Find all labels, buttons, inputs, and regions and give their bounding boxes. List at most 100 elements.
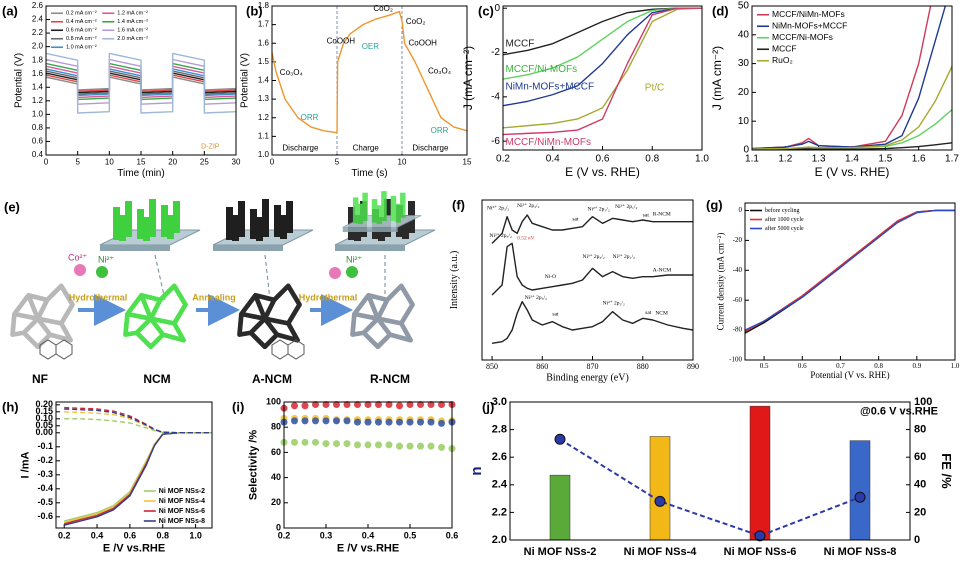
point: [375, 441, 382, 449]
x-tick-label: 10: [398, 157, 407, 166]
annotation: sat: [552, 311, 559, 317]
x-tick-label: 5: [335, 157, 340, 166]
y-tick-label: 1.4: [32, 82, 44, 91]
x-tick-label: 0.2: [58, 530, 71, 540]
y-tick-label: -0.4: [37, 483, 53, 493]
point: [333, 417, 340, 425]
point: [417, 401, 424, 409]
y-tick-label: -80: [733, 326, 743, 334]
legend-label: MCCF/NiMn-MOFs: [772, 9, 845, 19]
structure-label: A-NCM: [252, 372, 292, 386]
point: [301, 438, 309, 446]
legend-label: 1.2 mA cm⁻²: [117, 11, 148, 17]
legend-label: Ni MOF NSs-6: [159, 508, 205, 515]
y-tick-label: 60: [271, 447, 281, 457]
y-axis-label: Potential (V): [239, 53, 250, 108]
x-axis-label: E /V vs.RHE: [337, 543, 399, 555]
point: [333, 440, 340, 448]
structure-label: NF: [32, 372, 48, 386]
point: [385, 401, 393, 409]
y-axis-label: n: [468, 466, 485, 475]
y-tick-label: 0: [494, 3, 500, 14]
annotation: sat: [645, 310, 652, 316]
annotation: Ni³⁺ 2p₃/₂: [582, 254, 604, 260]
panel-label: (d): [712, 3, 729, 18]
y-tick-label: 2.0: [492, 534, 507, 546]
legend-label: 1.4 mA cm⁻²: [117, 19, 148, 25]
y-tick-label: 1.6: [32, 69, 44, 78]
legend-label: before cycling: [765, 207, 799, 214]
annotation: Ni²⁺ 2p₃/₂: [487, 206, 509, 212]
x-axis-label: Potential (V vs. RHE): [810, 370, 889, 380]
legend-label: MCCF/Ni-MOFs: [772, 32, 833, 42]
y-tick-label: 40: [271, 472, 281, 482]
y2-tick-label: 0: [914, 534, 920, 546]
x-tick-label: 0.5: [404, 530, 417, 540]
x-tick-label: 15: [463, 157, 472, 166]
series-line: [491, 242, 693, 296]
y-tick-label: 10: [738, 116, 750, 127]
series-line: [64, 406, 212, 434]
x-tick-label: 5: [75, 157, 80, 166]
x-tick-label: 880: [637, 362, 649, 371]
point: [312, 401, 319, 409]
point: [364, 401, 372, 409]
structure-label: NCM: [143, 372, 170, 386]
y-tick-label: 0: [739, 206, 743, 214]
x-tick-label: 1.4: [845, 154, 859, 165]
x-tick-label: 10: [105, 157, 114, 166]
y-tick-label: 1.3: [258, 94, 270, 103]
y-tick-label: 0: [276, 522, 281, 532]
annotation: ORR: [301, 113, 319, 122]
y-axis-label: Potential (V): [13, 53, 24, 108]
y2-tick-label: 20: [914, 506, 926, 518]
point: [322, 401, 330, 409]
x-axis-label: E (V vs. RHE): [815, 165, 890, 179]
annotation: Discharge: [282, 144, 319, 153]
ion-label: Ni²⁺: [346, 254, 362, 264]
y-tick-label: 1.0: [258, 150, 270, 159]
series-line: [503, 7, 702, 107]
y-tick-label: 0.20: [35, 399, 53, 409]
plot-frame: [481, 199, 694, 361]
bar: [549, 474, 571, 541]
y-tick-label: 1.5: [258, 57, 270, 66]
chart-panel: (g) 0.5 0.6 0.7 0.8 0.9 1.0 0 -20 -40 -60 -80 -100 Po…: [706, 197, 960, 380]
legend-label: after 1000 cycle: [765, 216, 804, 223]
y-tick-label: 1.4: [258, 76, 270, 85]
y-tick-label: 0.15: [35, 406, 53, 416]
annotation: sat: [572, 216, 579, 222]
legend-label: 0.2 mA cm⁻²: [66, 11, 97, 17]
annotation: Ni²⁺ 2p₁/₂: [603, 301, 625, 307]
chart-panel: (i) 0.2 0.3 0.4 0.5 0.6 0 20 40 60 80 100 E /V vs.RH…: [232, 396, 458, 554]
marker: [554, 433, 566, 445]
series-line: [272, 10, 467, 134]
co-ion: [74, 264, 86, 276]
y-axis-label: Selectivity /%: [247, 430, 259, 501]
x-tick-label: 15: [137, 157, 146, 166]
y-tick-label: -4: [491, 91, 500, 102]
annotation: NCM: [655, 311, 668, 317]
y-tick-label: 1.1: [258, 131, 270, 140]
point: [396, 442, 403, 450]
x-tick-label: 850: [486, 362, 498, 371]
plot-frame: [271, 5, 468, 156]
x-axis-label: Binding energy (eV): [546, 373, 629, 384]
annotation: Ni-O: [545, 274, 556, 280]
chart-panel: (j) Ni MOF NSs-2 Ni MOF NSs-4 Ni MOF NSs-6 N…: [468, 396, 954, 558]
series-line: [46, 52, 236, 114]
point: [343, 440, 351, 448]
chart-panel: (a) 0 5 10 15 20 25 30 0.4 0.6 0.8 1.0 1.2 1.4 1.6 1.8 2…: [2, 1, 241, 179]
x-axis-label: Time (s): [351, 168, 387, 179]
x-tick-label: 1.1: [745, 154, 759, 165]
y-tick-label: 2.6: [492, 451, 507, 463]
marker: [654, 495, 666, 507]
y-tick-label: 2.4: [32, 15, 44, 24]
x-tick-label: 30: [232, 157, 241, 166]
plot-frame: [509, 401, 911, 541]
legend-label: NiMn-MOFs+MCCF: [772, 21, 847, 31]
x-tick-label: 0.4: [362, 530, 375, 540]
y-tick-label: 1.7: [258, 20, 270, 29]
y2-tick-label: 40: [914, 479, 926, 491]
point: [375, 418, 382, 426]
